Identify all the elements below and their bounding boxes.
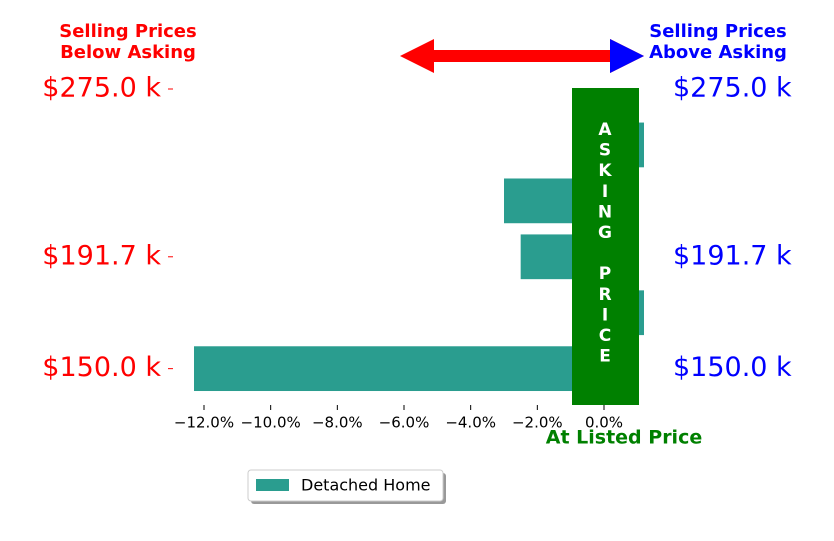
legend-box <box>247 469 444 502</box>
header-right: Selling Prices <box>649 21 786 42</box>
y-tick-label-left: $275.0 k <box>42 73 161 104</box>
x-tick-label: −8.0% <box>312 414 363 432</box>
bar <box>194 346 604 392</box>
y-tick-label-right: $275.0 k <box>673 73 792 104</box>
legend-label: Detached Home <box>301 476 431 495</box>
header-left: Below Asking <box>60 42 196 63</box>
header-right: Above Asking <box>649 42 787 63</box>
legend-swatch <box>256 479 289 491</box>
header-left: Selling Prices <box>59 21 196 42</box>
y-tick-label-right: $150.0 k <box>673 352 792 383</box>
y-tick-label-right: $191.7 k <box>673 240 792 271</box>
x-tick-label: −12.0% <box>174 414 234 432</box>
x-tick-label: −4.0% <box>445 414 496 432</box>
arrow-head-right <box>610 39 644 73</box>
asking-price-box <box>572 88 639 405</box>
y-tick-label-left: $191.7 k <box>42 240 161 271</box>
x-axis-label: At Listed Price <box>546 427 702 449</box>
x-tick-label: −2.0% <box>512 414 563 432</box>
direction-arrow <box>400 39 644 73</box>
x-tick-label: −10.0% <box>241 414 301 432</box>
y-tick-label-left: $150.0 k <box>42 352 161 383</box>
x-tick-label: −6.0% <box>379 414 430 432</box>
x-tick-label: 0.0% <box>585 414 623 432</box>
